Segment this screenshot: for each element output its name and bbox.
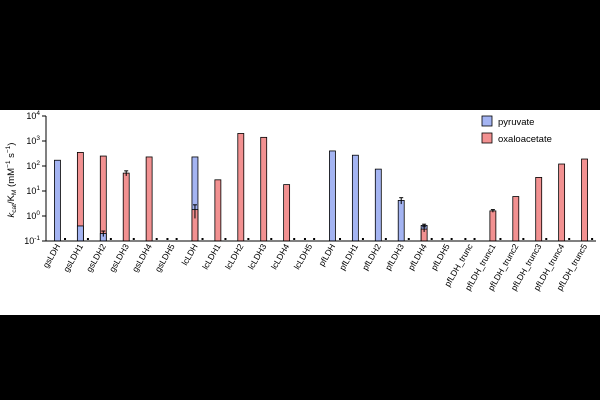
x-tick-label: gsLDH — [41, 242, 63, 270]
x-tick-label: lcLDH5 — [292, 242, 315, 271]
zero-markers — [64, 238, 594, 240]
y-tick-label: 102 — [26, 160, 40, 171]
not-detected-marker — [339, 238, 342, 240]
y-tick-label: 104 — [26, 110, 40, 121]
x-tick-label: lcLDH3 — [246, 242, 269, 271]
bar-oxaloacetate — [512, 196, 520, 242]
axes — [45, 116, 596, 242]
not-detected-marker — [473, 238, 476, 240]
bar-oxaloacetate — [214, 179, 222, 242]
x-tick-label: gsLDH4 — [130, 242, 154, 274]
x-tick-label: pfLDH5 — [429, 242, 452, 272]
y-tick-label: 103 — [26, 135, 40, 146]
bar-oxaloacetate — [122, 172, 130, 242]
svg-text:kcat/KM (mM−1 s−1): kcat/KM (mM−1 s−1) — [5, 143, 18, 218]
not-detected-marker — [313, 238, 316, 240]
not-detected-marker — [450, 238, 453, 240]
not-detected-marker — [361, 238, 364, 240]
not-detected-marker — [132, 238, 135, 240]
bar-pyruvate — [374, 168, 382, 242]
not-detected-marker — [591, 238, 594, 240]
not-detected-marker — [224, 238, 227, 240]
bar-pyruvate — [397, 200, 405, 242]
y-axis-ticks: 10-1 100 101 102 103 104 — [24, 110, 46, 246]
not-detected-marker — [64, 238, 67, 240]
bar-oxaloacetate — [283, 184, 291, 242]
y-tick-label: 10-1 — [24, 235, 40, 246]
not-detected-marker — [86, 238, 89, 240]
not-detected-marker — [522, 238, 525, 240]
not-detected-marker — [407, 238, 410, 240]
x-tick-label: gsLDH5 — [153, 242, 177, 274]
not-detected-marker — [166, 238, 169, 240]
bar-pyruvate — [329, 150, 336, 242]
not-detected-marker — [499, 238, 502, 240]
x-tick-label: lcLDH4 — [269, 242, 292, 271]
legend-label: oxaloacetate — [498, 134, 552, 145]
x-tick-label: pfLDH2 — [360, 242, 383, 272]
not-detected-marker — [545, 238, 548, 240]
bar-pyruvate — [54, 159, 61, 242]
not-detected-marker — [201, 238, 204, 240]
not-detected-marker — [109, 238, 112, 240]
x-tick-label: lcLDH1 — [200, 242, 223, 271]
not-detected-marker — [430, 238, 433, 240]
bar-pyruvate — [351, 154, 359, 242]
bar-chart: kcat/KM (mM−1 s−1) 10-1 100 101 102 103 104 g… — [5, 110, 596, 292]
not-detected-marker — [293, 238, 296, 240]
x-tick-label: pfLDH3 — [383, 242, 406, 272]
not-detected-marker — [464, 238, 467, 240]
legend-label: pyruvate — [498, 117, 534, 128]
not-detected-marker — [384, 238, 387, 240]
legend-swatch — [481, 115, 493, 127]
bar-oxaloacetate — [99, 155, 107, 242]
not-detected-marker — [441, 238, 444, 240]
x-tick-label: gsLDH2 — [84, 242, 108, 274]
y-tick-label: 100 — [26, 210, 40, 221]
bar-oxaloacetate — [145, 156, 153, 242]
bar-oxaloacetate — [489, 210, 497, 242]
bar-pyruvate — [76, 225, 84, 242]
x-tick-label: pfLDH4 — [406, 242, 429, 272]
bar-oxaloacetate — [558, 163, 566, 242]
chart-panel: kcat/KM (mM−1 s−1) 10-1 100 101 102 103 104 g… — [0, 110, 600, 315]
not-detected-marker — [247, 238, 250, 240]
x-tick-label: lcLDH2 — [223, 242, 246, 271]
legend-swatch — [481, 132, 493, 144]
y-tick-label: 101 — [26, 185, 40, 196]
not-detected-marker — [270, 238, 273, 240]
y-axis-label: kcat/KM (mM−1 s−1) — [5, 143, 18, 218]
bar-oxaloacetate — [237, 133, 245, 242]
not-detected-marker — [568, 238, 571, 240]
x-tick-label: pfLDH — [316, 242, 337, 268]
bar-oxaloacetate — [535, 176, 543, 242]
bar-series — [54, 133, 588, 242]
x-tick-label: gsLDH3 — [107, 242, 131, 274]
x-tick-label: gsLDH1 — [61, 242, 85, 274]
bar-oxaloacetate — [581, 158, 588, 242]
x-tick-label: pfLDH1 — [337, 242, 360, 272]
legend: pyruvate oxaloacetate — [481, 115, 552, 145]
not-detected-marker — [303, 238, 306, 240]
not-detected-marker — [155, 238, 158, 240]
x-tick-label: lcLDH — [179, 242, 199, 267]
bar-oxaloacetate — [260, 136, 268, 242]
not-detected-marker — [175, 238, 178, 240]
